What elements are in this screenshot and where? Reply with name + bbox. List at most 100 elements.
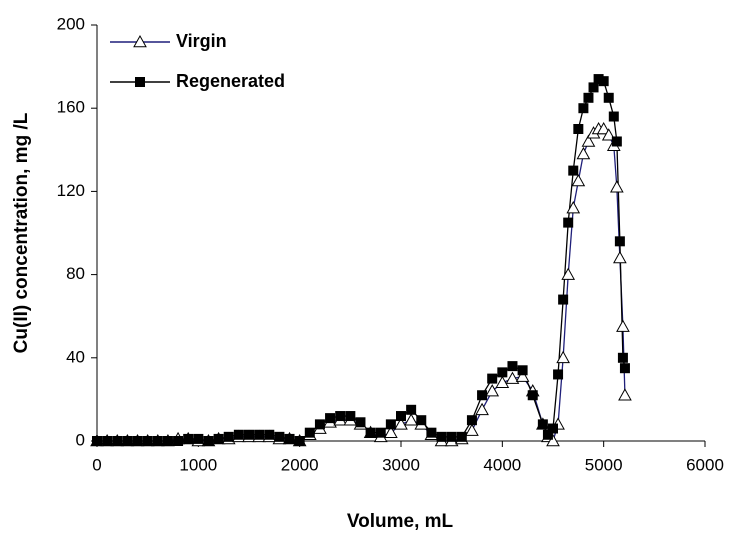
data-point	[583, 92, 594, 103]
legend-label: Regenerated	[176, 71, 285, 91]
legend-marker	[133, 34, 147, 48]
data-point	[497, 367, 508, 378]
data-point	[505, 371, 520, 384]
data-point	[568, 165, 579, 176]
data-point	[571, 173, 586, 187]
data-point	[609, 180, 624, 193]
data-point	[558, 294, 569, 305]
data-point	[112, 436, 123, 446]
data-point	[608, 111, 619, 122]
data-point	[576, 146, 591, 160]
data-point	[619, 363, 630, 374]
data-point	[616, 319, 630, 332]
data-point	[233, 429, 244, 440]
x-axis-label: Volume, mL	[347, 511, 454, 532]
data-point	[561, 267, 576, 280]
y-tick-label: 120	[57, 181, 85, 200]
data-point	[617, 352, 628, 363]
data-point	[601, 128, 616, 141]
y-axis-label: Cu(II) concentration, mg /L	[11, 112, 32, 353]
data-point	[365, 427, 376, 438]
y-tick-label: 40	[66, 347, 85, 366]
data-point	[294, 436, 305, 446]
data-point	[213, 433, 224, 444]
legend-marker	[135, 77, 145, 87]
data-point	[436, 431, 447, 442]
data-point	[573, 124, 584, 134]
legend-label: Virgin	[176, 31, 227, 51]
data-point	[517, 365, 528, 376]
data-point	[92, 436, 102, 446]
data-point	[546, 433, 560, 447]
data-point	[355, 417, 366, 428]
data-point	[614, 236, 625, 247]
x-tick-label: 5000	[585, 455, 623, 474]
data-point	[223, 431, 234, 442]
data-point	[515, 369, 530, 382]
data-point	[446, 431, 457, 442]
data-point	[495, 375, 510, 389]
y-tick-label: 160	[57, 98, 85, 117]
data-point	[527, 390, 538, 401]
data-point	[325, 413, 336, 424]
data-point	[132, 436, 143, 446]
x-tick-label: 0	[92, 455, 101, 474]
data-point	[345, 411, 356, 422]
x-tick-label: 1000	[179, 455, 217, 474]
data-point	[507, 361, 518, 372]
data-point	[335, 411, 346, 422]
data-point	[375, 427, 386, 438]
data-point	[426, 427, 437, 438]
data-point	[384, 425, 398, 438]
x-tick-label: 3000	[382, 455, 420, 474]
data-point	[142, 436, 153, 446]
data-point	[477, 390, 488, 401]
data-point	[152, 436, 163, 446]
y-tick-label: 200	[57, 14, 85, 33]
data-point	[465, 423, 479, 436]
data-point	[485, 384, 500, 397]
data-point	[102, 436, 113, 446]
data-point	[588, 82, 599, 93]
data-point	[566, 201, 581, 214]
data-point	[193, 433, 204, 444]
data-point	[254, 429, 265, 440]
data-point	[578, 103, 589, 114]
y-tick-label: 0	[76, 430, 85, 449]
data-point	[537, 419, 548, 430]
data-point	[396, 411, 406, 422]
data-point	[162, 436, 173, 446]
data-point	[596, 121, 611, 135]
data-point	[264, 429, 275, 440]
data-point	[244, 429, 254, 440]
data-point	[203, 436, 214, 446]
data-point	[618, 388, 632, 401]
series-line	[97, 128, 626, 443]
data-point	[173, 436, 184, 446]
data-point	[406, 404, 417, 415]
data-point	[487, 373, 498, 384]
data-point	[556, 350, 570, 364]
data-point	[475, 402, 489, 416]
x-tick-label: 6000	[686, 455, 724, 474]
data-point	[611, 136, 622, 147]
data-point	[284, 433, 295, 444]
data-point	[613, 250, 627, 264]
data-point	[542, 429, 553, 440]
data-point	[553, 369, 564, 380]
data-point	[548, 423, 558, 434]
data-point	[466, 415, 477, 426]
series-line	[97, 78, 626, 442]
data-point	[385, 419, 396, 430]
data-point	[563, 217, 574, 228]
data-point	[183, 433, 194, 444]
data-point	[274, 431, 285, 442]
x-tick-label: 2000	[281, 455, 319, 474]
data-point	[394, 417, 408, 430]
data-point	[456, 431, 467, 442]
data-point	[404, 413, 418, 426]
data-point	[304, 427, 315, 438]
x-tick-label: 4000	[483, 455, 521, 474]
data-point	[603, 92, 614, 103]
